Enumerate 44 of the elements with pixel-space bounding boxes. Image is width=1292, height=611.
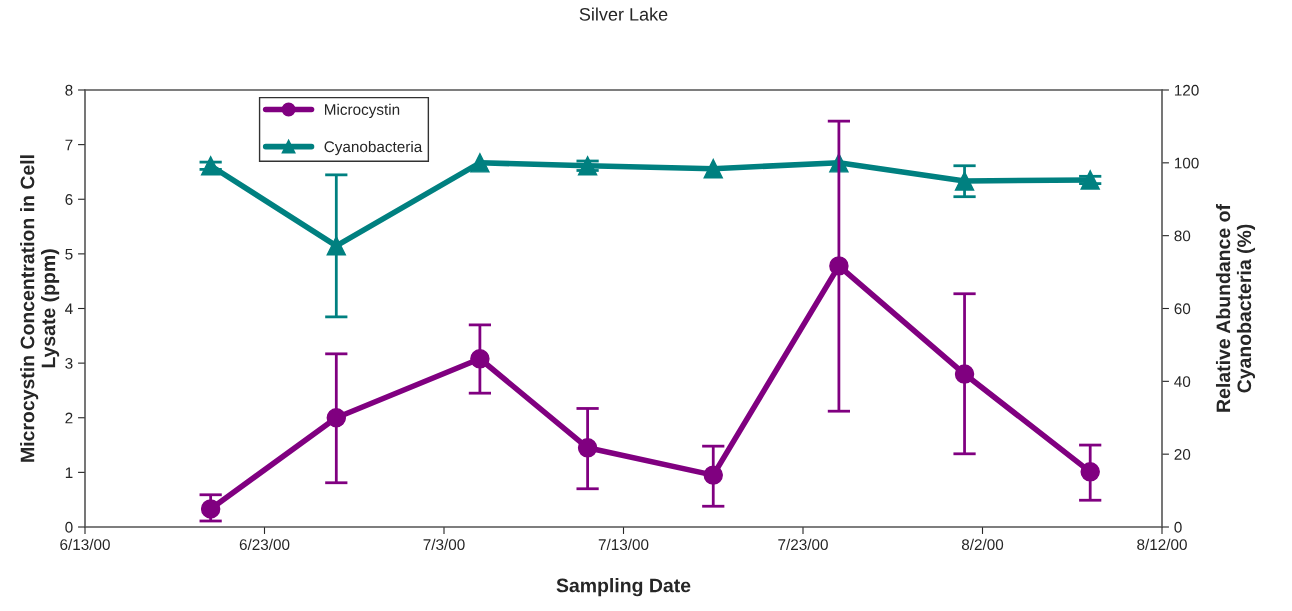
point [326, 236, 347, 256]
point [954, 364, 975, 384]
x-tick-label: 7/3/00 [423, 538, 465, 551]
y2-tick-label: 0 [1174, 521, 1182, 533]
point [1080, 462, 1100, 482]
point [954, 171, 975, 191]
x-tick-label: 6/13/00 [60, 538, 110, 551]
point [200, 499, 221, 519]
point [1080, 170, 1100, 190]
y2-tick-label: 100 [1174, 157, 1199, 169]
legend-label: Cyanobacteria [324, 140, 423, 156]
point [577, 156, 598, 176]
legend-label: Microcystin [324, 103, 400, 118]
x-tick-label: 7/13/00 [598, 538, 649, 551]
point [703, 158, 723, 179]
point [470, 153, 490, 173]
chart-title: Silver Lake [579, 7, 668, 21]
y2-tick-label: 120 [1174, 84, 1199, 96]
y2-tick-label: 40 [1174, 376, 1191, 388]
y-tick-label: 4 [65, 303, 73, 315]
x-tick-label: 8/12/00 [1137, 538, 1187, 551]
y-tick-label: 8 [65, 84, 73, 96]
point [200, 156, 221, 176]
y2-tick-label: 80 [1174, 230, 1191, 242]
point [703, 465, 723, 485]
point [470, 349, 490, 369]
x-tick-label: 7/23/00 [778, 538, 828, 551]
y-tick-label: 3 [65, 357, 73, 369]
y-tick-label: 2 [65, 412, 73, 424]
x-tick-label: 6/23/00 [239, 538, 290, 551]
y-axis-title: Microcystin Concentration in Cell Lysate (ppm) [20, 155, 60, 462]
y-tick-label: 5 [65, 248, 73, 260]
y2-axis-title: Relative Abundance of Cyanobacteria (%) [1215, 204, 1256, 412]
y-tick-label: 6 [65, 194, 73, 205]
point [577, 438, 598, 458]
x-axis-title: Sampling Date [556, 578, 691, 597]
y-tick-label: 0 [65, 521, 73, 533]
point [326, 408, 347, 428]
point [829, 256, 849, 276]
x-tick-label: 8/2/00 [961, 538, 1004, 551]
y2-tick-label: 20 [1174, 449, 1191, 460]
y-tick-label: 1 [65, 467, 73, 478]
y-tick-label: 7 [65, 139, 73, 151]
y2-tick-label: 60 [1174, 303, 1191, 315]
